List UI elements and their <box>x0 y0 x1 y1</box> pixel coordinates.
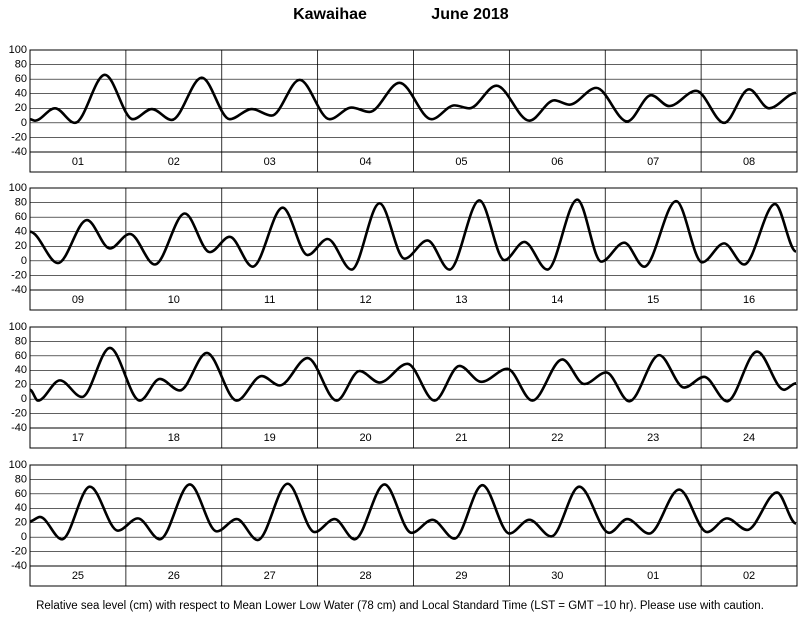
y-tick-label: 0 <box>21 531 27 543</box>
x-tick-label: 06 <box>551 156 563 168</box>
y-tick-label: 0 <box>21 393 27 405</box>
panel-frame <box>29 187 798 311</box>
y-tick-label: 100 <box>9 459 27 471</box>
y-tick-label: -20 <box>11 407 27 419</box>
x-tick-label: 25 <box>72 570 84 582</box>
x-tick-label: 15 <box>647 294 659 306</box>
y-tick-label: 60 <box>15 211 27 223</box>
tide-line <box>29 198 798 271</box>
x-tick-label: 01 <box>72 156 84 168</box>
y-tick-label: 20 <box>15 102 27 114</box>
x-tick-label: 24 <box>743 432 755 444</box>
y-tick-label: 20 <box>15 240 27 252</box>
x-tick-label: 19 <box>264 432 276 444</box>
x-tick-label: 28 <box>359 570 371 582</box>
x-tick-label: 27 <box>264 570 276 582</box>
y-tick-label: 80 <box>15 335 27 347</box>
x-tick-label: 18 <box>168 432 180 444</box>
x-tick-label: 13 <box>455 294 467 306</box>
x-tick-label: 08 <box>743 156 755 168</box>
tide-line <box>29 73 797 125</box>
y-tick-label: 80 <box>15 58 27 70</box>
tide-line <box>29 346 797 403</box>
x-tick-label: 04 <box>359 156 371 168</box>
y-tick-label: 20 <box>15 379 27 391</box>
y-tick-label: 40 <box>15 226 27 238</box>
y-tick-label: 40 <box>15 502 27 514</box>
y-tick-label: -20 <box>11 269 27 281</box>
x-tick-label: 17 <box>72 432 84 444</box>
x-tick-label: 10 <box>168 294 180 306</box>
y-tick-label: -40 <box>11 422 27 434</box>
y-tick-label: 100 <box>9 44 27 56</box>
y-tick-label: 20 <box>15 517 27 529</box>
x-tick-label: 11 <box>264 294 275 306</box>
x-tick-label: 16 <box>743 294 755 306</box>
y-tick-label: -40 <box>11 146 27 158</box>
x-tick-label: 02 <box>168 156 180 168</box>
y-tick-label: 100 <box>9 321 27 333</box>
y-tick-label: -20 <box>11 131 27 143</box>
x-tick-label: 23 <box>647 432 659 444</box>
x-tick-label: 26 <box>168 570 180 582</box>
y-tick-label: 40 <box>15 364 27 376</box>
x-tick-label: 01 <box>647 570 659 582</box>
tide-line <box>29 482 797 542</box>
x-tick-label: 21 <box>455 432 467 444</box>
y-tick-label: 60 <box>15 350 27 362</box>
x-tick-label: 05 <box>455 156 467 168</box>
x-tick-label: 09 <box>72 294 84 306</box>
y-tick-label: -40 <box>11 560 27 572</box>
panel-frame <box>29 49 798 173</box>
x-tick-label: 03 <box>264 156 276 168</box>
y-tick-label: 80 <box>15 473 27 485</box>
y-tick-label: 60 <box>15 73 27 85</box>
x-tick-label: 07 <box>647 156 659 168</box>
y-tick-label: -40 <box>11 284 27 296</box>
y-tick-label: 0 <box>21 117 27 129</box>
x-tick-label: 02 <box>743 570 755 582</box>
y-tick-label: 80 <box>15 196 27 208</box>
x-tick-label: 29 <box>455 570 467 582</box>
x-tick-label: 20 <box>359 432 371 444</box>
x-tick-label: 12 <box>359 294 371 306</box>
y-tick-label: 60 <box>15 488 27 500</box>
x-tick-label: 14 <box>551 294 563 306</box>
footnote: Relative sea level (cm) with respect to … <box>36 600 764 612</box>
panel-frame <box>29 464 798 587</box>
x-tick-label: 22 <box>551 432 563 444</box>
y-tick-label: 100 <box>9 182 27 194</box>
panel-frame <box>29 326 798 449</box>
y-tick-label: 0 <box>21 255 27 267</box>
y-tick-label: -20 <box>11 545 27 557</box>
y-tick-label: 40 <box>15 88 27 100</box>
chart-title: Kawaihae <box>293 6 367 23</box>
x-tick-label: 30 <box>551 570 563 582</box>
chart-subtitle: June 2018 <box>431 6 508 23</box>
